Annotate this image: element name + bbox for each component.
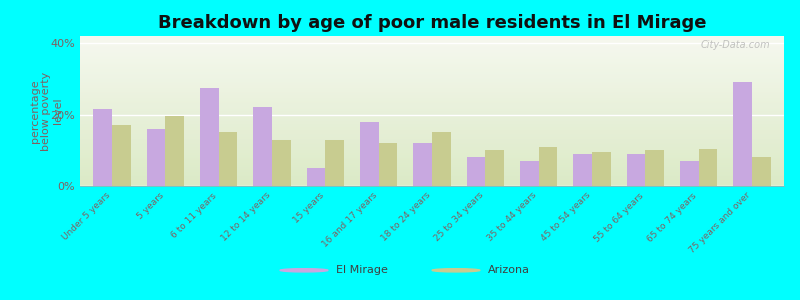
Bar: [574, 154, 592, 186]
Bar: [520, 161, 538, 186]
Bar: [486, 150, 504, 186]
Bar: [306, 168, 326, 186]
Bar: [698, 148, 718, 186]
Circle shape: [280, 269, 328, 272]
Bar: [326, 140, 344, 186]
Title: Breakdown by age of poor male residents in El Mirage: Breakdown by age of poor male residents …: [158, 14, 706, 32]
Bar: [680, 161, 698, 186]
Bar: [254, 107, 272, 186]
Bar: [112, 125, 130, 186]
Bar: [94, 109, 112, 186]
Bar: [432, 132, 450, 186]
Text: Arizona: Arizona: [488, 265, 530, 275]
Bar: [734, 82, 752, 186]
Text: City-Data.com: City-Data.com: [700, 40, 770, 50]
Bar: [200, 88, 218, 186]
Bar: [414, 143, 432, 186]
Bar: [360, 122, 378, 186]
Bar: [538, 147, 558, 186]
Bar: [626, 154, 646, 186]
Bar: [752, 158, 770, 186]
Bar: [166, 116, 184, 186]
Text: El Mirage: El Mirage: [336, 265, 388, 275]
Circle shape: [432, 269, 480, 272]
Bar: [592, 152, 610, 186]
Bar: [646, 150, 664, 186]
Bar: [466, 158, 486, 186]
Bar: [272, 140, 290, 186]
Bar: [146, 129, 166, 186]
Bar: [218, 132, 238, 186]
Bar: [378, 143, 398, 186]
Y-axis label: percentage
below poverty
level: percentage below poverty level: [30, 71, 63, 151]
